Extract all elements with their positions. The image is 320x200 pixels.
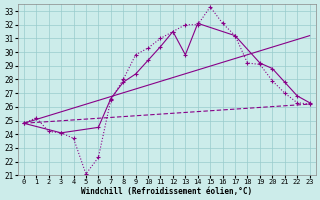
X-axis label: Windchill (Refroidissement éolien,°C): Windchill (Refroidissement éolien,°C) <box>81 187 252 196</box>
